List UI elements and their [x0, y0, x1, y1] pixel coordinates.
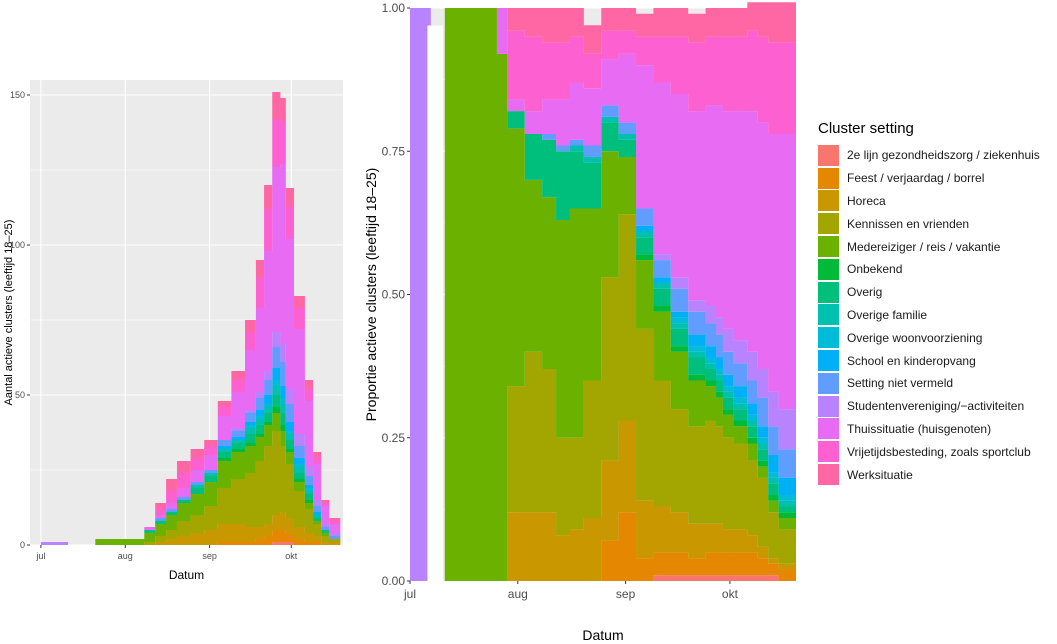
proportion-chart-y-ticks: 0.00 0.25 0.50 0.75 1.00	[382, 1, 410, 588]
x-tick-label: sep	[202, 551, 217, 561]
proportion-chart-gap	[427, 25, 443, 581]
legend-swatch	[818, 258, 839, 280]
y-tick-label: 0.75	[382, 144, 406, 158]
area-series	[40, 119, 341, 545]
legend-swatch	[818, 464, 839, 486]
legend-item: Overig	[818, 281, 1040, 304]
legend-items: 2e lijn gezondheidszorg / ziekenhuis Fees…	[818, 144, 1040, 486]
legend-swatch	[818, 327, 839, 349]
legend-item: Medereiziger / reis / vakantie	[818, 235, 1040, 258]
area-series	[410, 8, 796, 581]
legend-swatch	[818, 372, 839, 394]
x-tick-label: okt	[285, 551, 298, 561]
legend-swatch	[818, 441, 839, 463]
legend-label: Setting niet vermeld	[847, 376, 954, 391]
legend-item: Kennissen en vrienden	[818, 212, 1040, 235]
y-tick-label: 1.00	[382, 1, 406, 15]
legend-item: School en kinderopvang	[818, 349, 1040, 372]
area-series	[410, 214, 796, 581]
legend-label: Overige woonvoorziening	[847, 330, 983, 345]
legend-label: Overig	[847, 285, 883, 300]
legend-item: Overige familie	[818, 304, 1040, 327]
legend-swatch	[818, 418, 839, 440]
y-tick-label: 0.50	[382, 288, 406, 302]
y-tick-label: 0	[20, 540, 25, 550]
legend-swatch	[818, 236, 839, 258]
area-series	[40, 164, 341, 545]
y-tick-label: 0.00	[382, 574, 406, 588]
x-tick-label: jul	[403, 587, 416, 601]
legend-item: Horeca	[818, 190, 1040, 213]
area-series	[40, 542, 341, 545]
area-series	[410, 8, 796, 581]
area-series	[40, 512, 341, 545]
x-tick-label: okt	[722, 587, 739, 601]
area-series	[40, 530, 341, 545]
proportion-chart-x-label: Datum	[582, 627, 623, 643]
count-chart-areas	[40, 92, 341, 545]
area-series	[410, 512, 796, 581]
count-chart-x-ticks: jul aug sep okt	[35, 545, 298, 561]
legend-swatch	[818, 304, 839, 326]
x-tick-label: aug	[508, 587, 528, 601]
legend-swatch	[818, 167, 839, 189]
proportion-chart-x-ticks: jul aug sep okt	[403, 581, 739, 601]
legend-swatch	[818, 395, 839, 417]
legend-item: Overige woonvoorziening	[818, 326, 1040, 349]
legend: Cluster setting 2e lijn gezondheidszorg …	[818, 120, 1040, 486]
area-series	[410, 8, 796, 581]
legend-swatch	[818, 350, 839, 372]
count-chart-y-ticks: 0 50 100 150	[10, 90, 30, 550]
legend-item: Feest / verjaardag / borrel	[818, 167, 1040, 190]
y-tick-label: 150	[10, 90, 25, 100]
x-tick-label: aug	[118, 551, 133, 561]
legend-label: School en kinderopvang	[847, 353, 976, 368]
legend-item: Werksituatie	[818, 463, 1040, 486]
proportion-chart-areas	[410, 2, 796, 581]
area-series	[40, 413, 341, 545]
x-tick-label: sep	[616, 587, 636, 601]
count-chart-y-label: Aantal actieve clusters (leeftijd 18–25)	[3, 220, 15, 406]
legend-item: Studentenvereniging/−activiteiten	[818, 395, 1040, 418]
legend-label: Feest / verjaardag / borrel	[847, 171, 985, 186]
legend-label: 2e lijn gezondheidszorg / ziekenhuis	[847, 148, 1040, 163]
legend-label: Horeca	[847, 193, 886, 208]
legend-swatch	[818, 281, 839, 303]
legend-swatch	[818, 213, 839, 235]
legend-swatch	[818, 144, 839, 166]
legend-item: 2e lijn gezondheidszorg / ziekenhuis	[818, 144, 1040, 167]
legend-label: Overige familie	[847, 307, 928, 322]
legend-item: Setting niet vermeld	[818, 372, 1040, 395]
legend-label: Studentenvereniging/−activiteiten	[847, 399, 1025, 414]
proportion-chart-y-label: Proportie actieve clusters (leeftijd 18–…	[363, 168, 379, 422]
area-series	[40, 431, 341, 545]
y-tick-label: 100	[10, 240, 25, 250]
legend-label: Kennissen en vrienden	[847, 216, 970, 231]
legend-swatch	[818, 190, 839, 212]
legend-label: Medereiziger / reis / vakantie	[847, 239, 1001, 254]
y-tick-label: 50	[15, 390, 25, 400]
legend-label: Werksituatie	[847, 467, 913, 482]
legend-label: Onbekend	[847, 262, 903, 277]
legend-title: Cluster setting	[818, 120, 914, 137]
y-tick-label: 0.25	[382, 431, 406, 445]
area-series	[40, 92, 341, 545]
area-series	[410, 420, 796, 581]
legend-label: Vrijetijdsbesteding, zoals sportclub	[847, 444, 1031, 459]
legend-item: Onbekend	[818, 258, 1040, 281]
legend-label: Thuissituatie (huisgenoten)	[847, 421, 992, 436]
legend-item: Vrijetijdsbesteding, zoals sportclub	[818, 440, 1040, 463]
x-tick-label: jul	[35, 551, 45, 561]
area-series	[410, 575, 796, 581]
area-series	[410, 8, 796, 581]
count-chart-x-label: Datum	[169, 568, 204, 582]
legend-item: Thuissituatie (huisgenoten)	[818, 418, 1040, 441]
